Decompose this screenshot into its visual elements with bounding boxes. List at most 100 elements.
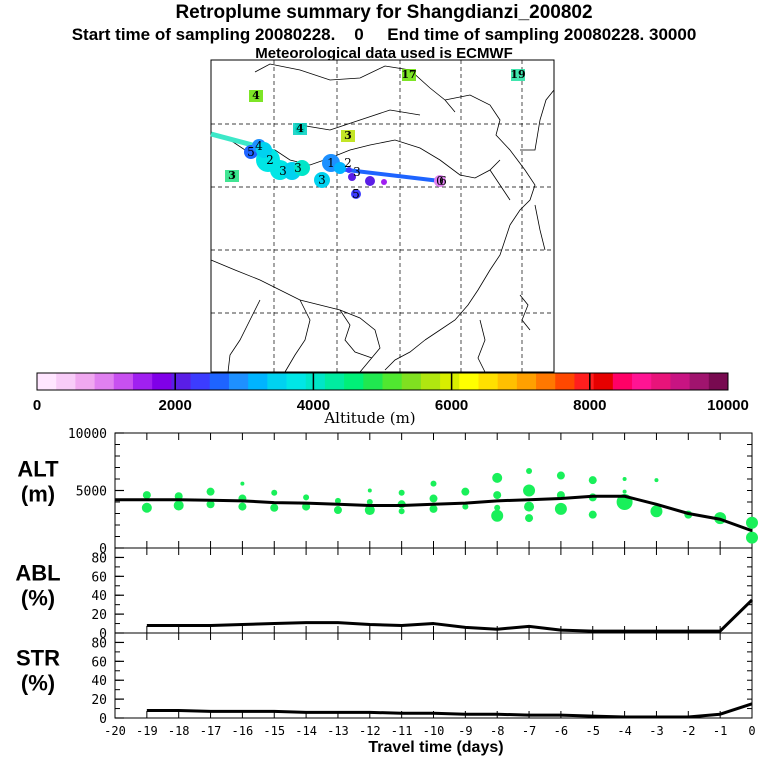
altitude-scatter-point (238, 502, 247, 511)
colorbar-swatch (267, 373, 288, 390)
altitude-scatter-point (429, 494, 438, 503)
trajectory-line-west (210, 131, 261, 150)
colorbar-swatch (248, 373, 268, 390)
colorbar-swatch (497, 373, 518, 390)
colorbar-swatch (344, 373, 364, 390)
colorbar-tick-label: 4000 (297, 397, 330, 414)
x-tick-label: -6 (554, 724, 568, 738)
altitude-scatter-point (746, 516, 758, 529)
altitude-scatter-point (366, 499, 373, 505)
x-tick-label: -20 (104, 724, 126, 738)
altitude-scatter-point (142, 491, 151, 500)
x-tick-label: -15 (263, 724, 285, 738)
colorbar-swatch (420, 373, 441, 390)
trajectory-label: 3 (318, 173, 326, 187)
x-tick-label: -17 (200, 724, 222, 738)
altitude-scatter-point (588, 510, 597, 519)
map-label: 17 (401, 68, 416, 81)
altitude-scatter-point (523, 484, 536, 497)
x-tick-label: -7 (522, 724, 536, 738)
map-label-bg (511, 69, 525, 81)
map-label-bg (225, 170, 239, 182)
colorbar-tick-label: 0 (33, 397, 41, 414)
altitude-scatter-point (430, 480, 437, 487)
altitude-scatter-point (746, 531, 758, 544)
x-tick-label: -4 (617, 724, 631, 738)
altitude-scatter-point (588, 476, 597, 485)
series-line (146, 598, 754, 633)
panel-ylabel-unit: (%) (21, 585, 55, 610)
panel-ylabel-unit: (m) (21, 482, 55, 507)
altitude-scatter-point (240, 481, 245, 486)
altitude-scatter-point (491, 509, 504, 522)
met-data-note: Meteorological data used is ECMWF (255, 45, 513, 62)
colorbar-swatch (555, 373, 575, 390)
colorbar-swatch (459, 373, 479, 390)
altitude-scatter-point (367, 488, 372, 493)
x-tick-label: -12 (359, 724, 381, 738)
colorbar-swatch (94, 373, 115, 390)
colorbar-swatch (708, 373, 729, 390)
altitude-scatter-point (622, 489, 627, 494)
y-tick-label: 0 (99, 542, 107, 557)
y-tick-label: 0 (99, 712, 107, 727)
colorbar-swatch (324, 373, 345, 390)
colorbar-frame (36, 372, 729, 391)
trajectory-label: 1 (327, 156, 335, 170)
altitude-scatter-point (492, 472, 503, 483)
panel-ylabel: ABL (15, 560, 60, 585)
colorbar-swatch (478, 373, 499, 390)
x-tick-label: -18 (168, 724, 190, 738)
colorbar-swatch (37, 373, 57, 390)
colorbar-swatch (651, 373, 671, 390)
altitude-scatter-point (461, 487, 470, 496)
colorbar-swatch (440, 373, 460, 390)
map-label-bg (341, 130, 355, 142)
colorbar-tick-label: 8000 (573, 397, 606, 414)
altitude-scatter-point (493, 491, 502, 500)
trajectory-label: 5 (247, 145, 255, 159)
map-numbered-labels: 4 4 3 17 19 3 (225, 68, 526, 182)
y-tick-label: 60 (91, 570, 107, 585)
map-label-bg (293, 123, 307, 135)
altitude-scatter-point (206, 500, 215, 509)
x-tick-label: -10 (423, 724, 445, 738)
x-tick-label: -2 (681, 724, 695, 738)
map-label: 3 (228, 169, 236, 182)
colorbar-swatch (689, 373, 710, 390)
colorbar-tick-label: 6000 (435, 397, 468, 414)
y-tick-label: 20 (91, 608, 107, 623)
map-label: 19 (510, 68, 525, 81)
colorbar-swatch (190, 373, 211, 390)
altitude-scatter-point (554, 502, 567, 515)
map-label-bg (402, 69, 416, 81)
x-tick-label: -5 (586, 724, 600, 738)
colorbar-tick-label: 10000 (707, 397, 749, 414)
colorbar-swatch (516, 373, 537, 390)
y-tick-label: 80 (91, 551, 107, 566)
altitude-scatter-point (556, 471, 565, 480)
colorbar-swatch (382, 373, 403, 390)
alt-panel: 10000 5000 0 ALT(m) (17, 427, 758, 557)
altitude-scatter-point (654, 478, 659, 483)
altitude-scatter-point (206, 487, 215, 496)
x-tick-label: 0 (748, 724, 755, 738)
colorbar-swatch (574, 373, 595, 390)
trajectory-label: 6 (439, 174, 447, 188)
altitude-scatter-point (525, 514, 534, 523)
colorbar-swatch (75, 373, 96, 390)
altitude-scatter-point (622, 477, 627, 481)
x-tick-label: -14 (295, 724, 317, 738)
sampling-times: Start time of sampling 20080228. 0 End t… (71, 25, 697, 44)
altitude-scatter-point (398, 508, 405, 515)
altitude-scatter-point (462, 503, 469, 510)
colorbar-swatch (536, 373, 556, 390)
trajectory-label: 4 (255, 139, 263, 153)
colorbar-swatch (132, 373, 153, 390)
altitude-colorbar: 0 2000 4000 6000 8000 10000 Altitude (m) (33, 372, 749, 427)
series-line (146, 702, 753, 719)
colorbar-tick-label: 2000 (159, 397, 192, 414)
